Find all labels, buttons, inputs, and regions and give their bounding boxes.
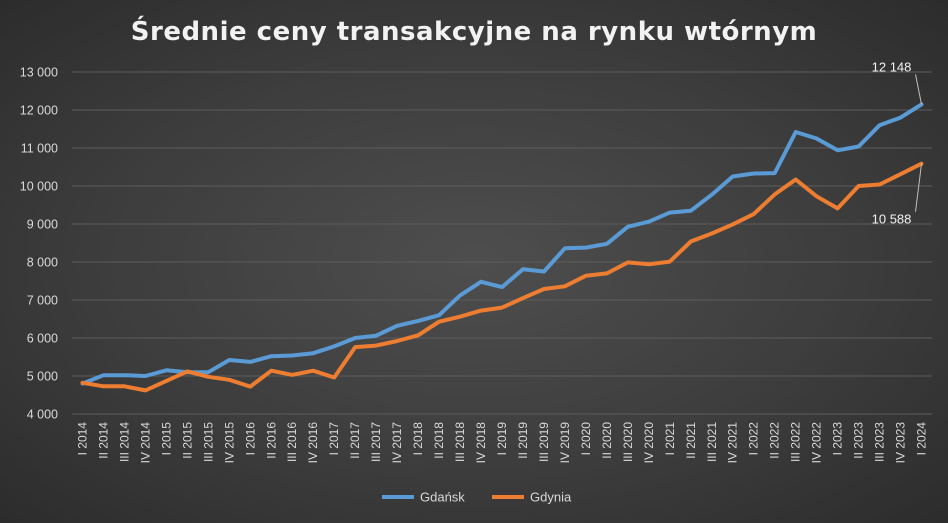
x-tick-label: II 2014 (96, 422, 110, 459)
x-tick-label: I 2019 (495, 422, 509, 456)
x-tick-label: II 2016 (264, 422, 278, 459)
x-tick-label: II 2017 (348, 422, 362, 459)
x-tick-label: IV 2014 (138, 422, 152, 464)
x-tick-label: III 2023 (873, 422, 887, 462)
x-tick-label: III 2019 (537, 422, 551, 462)
x-tick-label: IV 2017 (390, 422, 404, 464)
y-tick-label: 4 000 (27, 408, 58, 422)
y-tick-label: 5 000 (27, 370, 58, 384)
x-tick-label: III 2014 (117, 422, 131, 462)
data-annotations: 12 148 10 588 (872, 59, 923, 227)
annotation-leader (915, 74, 923, 105)
x-tick-label: III 2018 (453, 422, 467, 462)
x-tick-label: III 2015 (201, 422, 215, 462)
x-tick-label: I 2016 (243, 422, 257, 456)
x-tick-label: IV 2015 (222, 422, 236, 464)
x-tick-label: II 2018 (432, 422, 446, 459)
y-tick-label: 13 000 (20, 66, 58, 80)
x-tick-label: I 2021 (663, 422, 677, 456)
x-tick-label: I 2020 (579, 422, 593, 456)
x-tick-label: II 2019 (516, 422, 530, 459)
x-tick-label: III 2017 (369, 422, 383, 462)
x-tick-label: I 2024 (915, 422, 929, 456)
data-label: 10 588 (872, 212, 912, 227)
x-tick-label: I 2017 (327, 422, 341, 456)
x-tick-label: II 2020 (600, 422, 614, 459)
x-tick-label: III 2020 (621, 422, 635, 462)
x-tick-label: IV 2023 (894, 422, 908, 464)
series-lines (80, 102, 924, 393)
y-tick-label: 7 000 (27, 294, 58, 308)
x-tick-label: III 2021 (705, 422, 719, 462)
x-tick-label: I 2015 (159, 422, 173, 456)
y-tick-label: 9 000 (27, 218, 58, 232)
y-tick-label: 11 000 (21, 142, 58, 156)
series-line-gda-sk (80, 102, 924, 386)
x-tick-label: IV 2021 (726, 422, 740, 464)
x-tick-label: I 2023 (831, 422, 845, 456)
x-tick-label: IV 2016 (306, 422, 320, 464)
y-axis-ticks: 4 000 5 000 6 000 7 000 8 000 9 000 10 000 11 0… (20, 66, 58, 422)
chart-title: Średnie ceny transakcyjne na rynku wtórn… (131, 15, 817, 47)
data-label: 12 148 (872, 59, 912, 74)
legend-label: Gdynia (530, 490, 572, 505)
x-tick-label: II 2023 (852, 422, 866, 459)
y-tick-label: 12 000 (20, 104, 58, 118)
x-tick-label: IV 2022 (810, 422, 824, 464)
x-tick-label: III 2022 (789, 422, 803, 462)
x-axis-ticks: I 2014 II 2014 III 2014 IV 2014 I 2015 II 201… (75, 422, 928, 464)
x-tick-label: IV 2019 (558, 422, 572, 464)
x-tick-label: IV 2020 (642, 422, 656, 464)
x-tick-label: I 2014 (75, 422, 89, 456)
x-tick-label: I 2022 (747, 422, 761, 456)
x-tick-label: II 2015 (180, 422, 194, 459)
legend-label: Gdańsk (420, 490, 465, 505)
legend: Gdańsk Gdynia (382, 490, 572, 505)
x-tick-label: I 2018 (411, 422, 425, 456)
x-tick-label: II 2021 (684, 422, 698, 459)
y-tick-label: 6 000 (27, 332, 58, 346)
x-tick-label: III 2016 (285, 422, 299, 462)
annotation-leader (915, 163, 923, 212)
y-tick-label: 10 000 (20, 180, 58, 194)
y-tick-label: 8 000 (27, 256, 58, 270)
gridlines (72, 71, 932, 415)
x-tick-label: IV 2018 (474, 422, 488, 464)
series-line-gdynia (80, 161, 924, 393)
x-tick-label: II 2022 (768, 422, 782, 459)
